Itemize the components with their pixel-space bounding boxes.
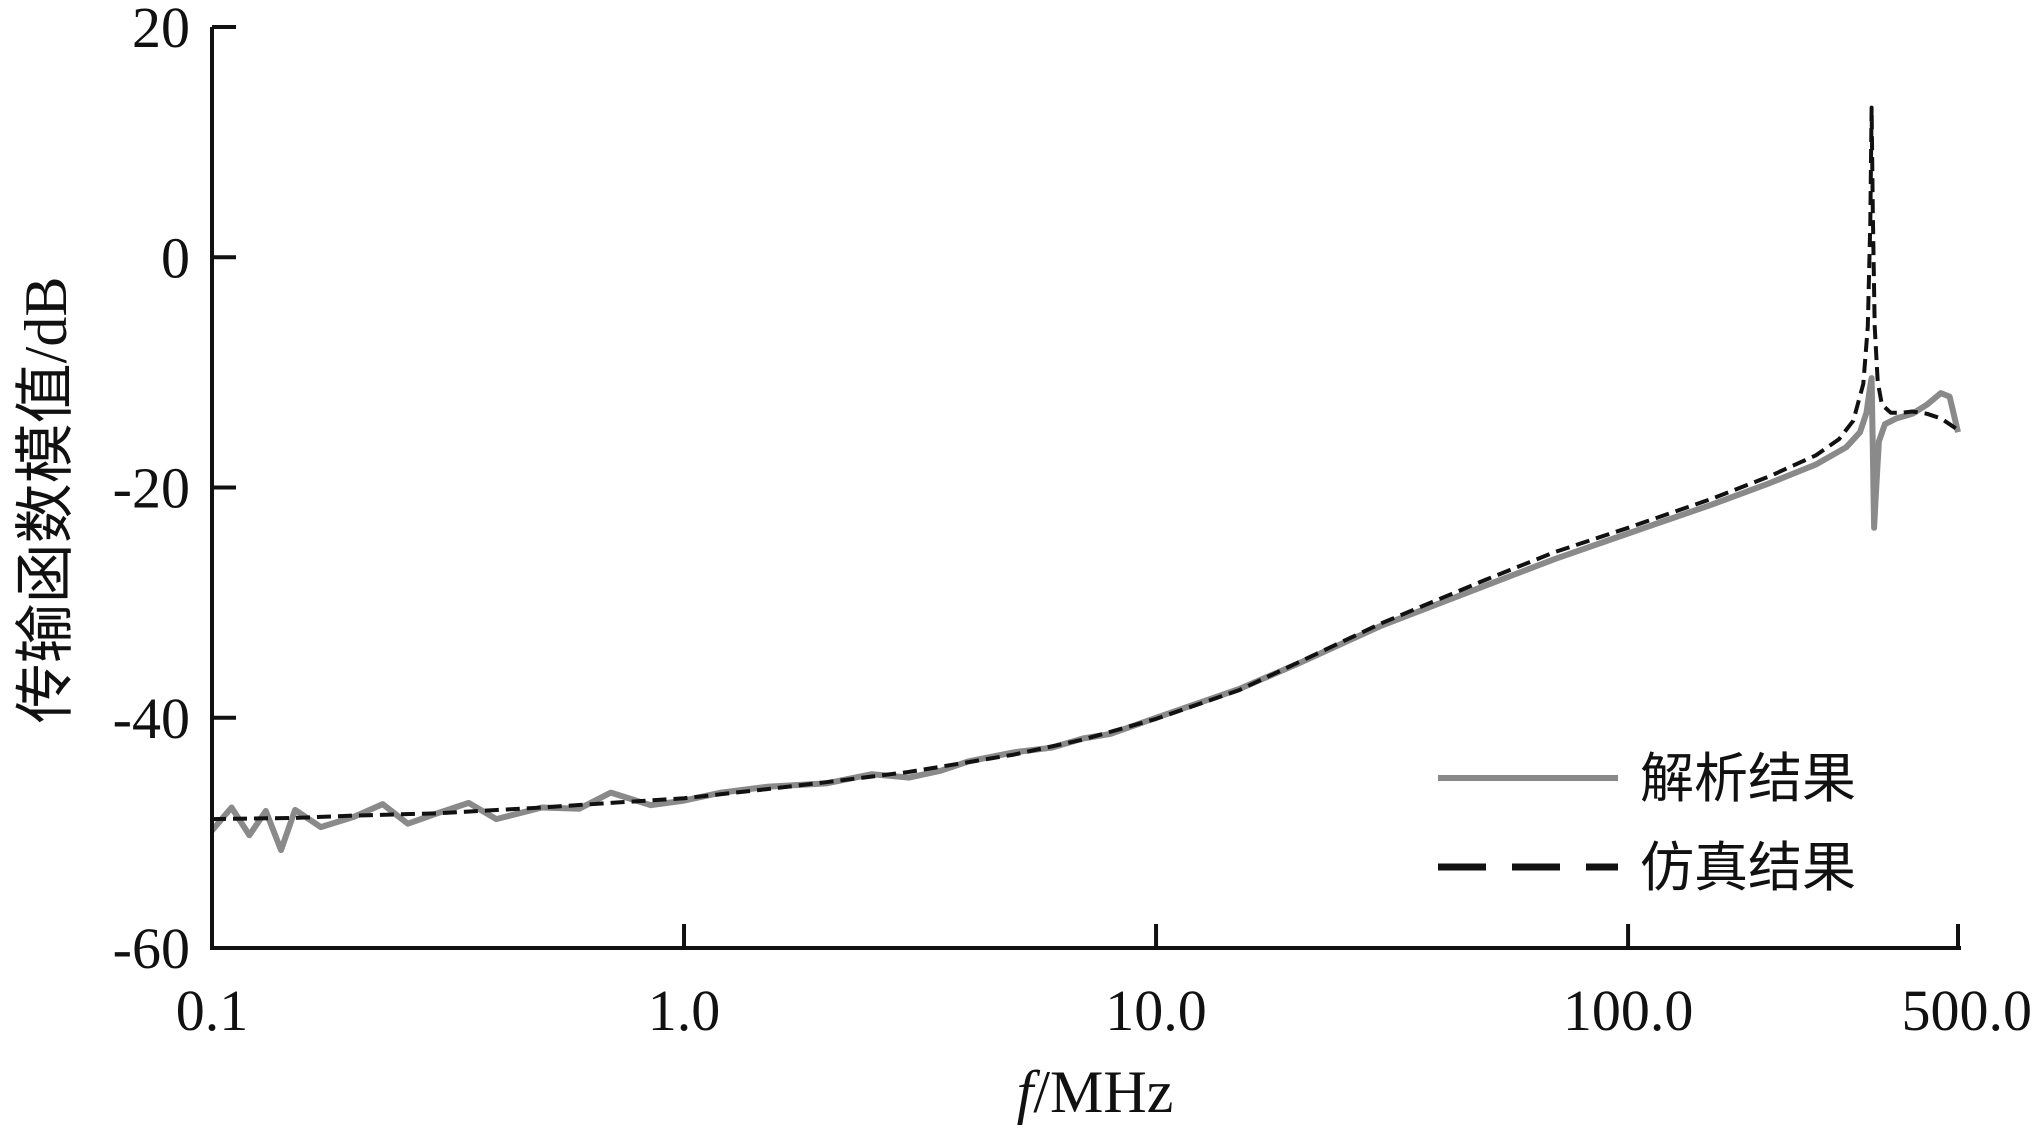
ticks: 0.1 1.0 10.0 100.0 500.0 20 0 -20 -40 -60 bbox=[113, 0, 2032, 1043]
plot-area bbox=[209, 105, 1961, 854]
legend-label-simulation: 仿真结果 bbox=[1640, 836, 1856, 899]
x-axis-title: f/MHz bbox=[1017, 1059, 1174, 1125]
x-tick-label: 1.0 bbox=[648, 978, 721, 1043]
y-tick-label: -60 bbox=[113, 916, 190, 981]
series-line-simulation bbox=[211, 105, 1960, 822]
x-axis-title-unit: /MHz bbox=[1033, 1059, 1173, 1125]
series-line-analytic bbox=[209, 375, 1961, 854]
x-tick-label: 0.1 bbox=[176, 978, 249, 1043]
x-tick-label: 500.0 bbox=[1902, 978, 2033, 1043]
x-tick-label: 100.0 bbox=[1563, 978, 1694, 1043]
y-tick-label: 0 bbox=[161, 225, 190, 290]
y-tick-label: -20 bbox=[113, 456, 190, 521]
x-tick-label: 10.0 bbox=[1105, 978, 1207, 1043]
y-tick-label: 20 bbox=[132, 0, 190, 60]
y-axis-title: 传输函数模值/dB bbox=[13, 277, 79, 724]
y-tick-label: -40 bbox=[113, 686, 190, 751]
legend: 解析结果 仿真结果 bbox=[1438, 747, 1856, 899]
legend-label-analytic: 解析结果 bbox=[1640, 747, 1856, 810]
